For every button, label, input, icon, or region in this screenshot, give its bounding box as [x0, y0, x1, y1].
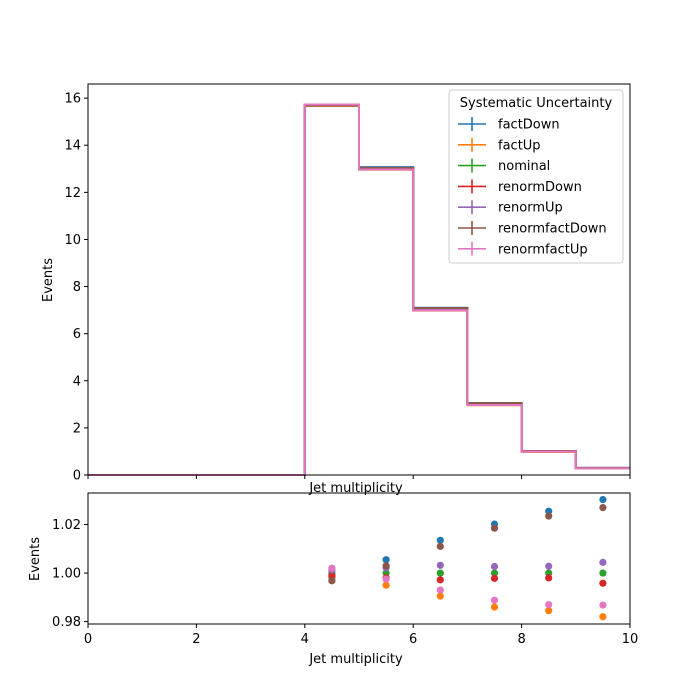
ratio-point-renormUp [436, 561, 444, 569]
ratio-point-factUp [436, 592, 444, 600]
main-y-tick-label: 2 [73, 421, 81, 436]
ratio-x-tick-label: 10 [622, 632, 639, 647]
legend-entry-nominal: nominal [458, 158, 550, 174]
ratio-point-renormfactUp [436, 586, 444, 594]
legend-label-renormfactDown: renormfactDown [498, 222, 607, 237]
main-panel: 0 2 4 6 8 10 12 14 16 Jet multiplicity Events Sy… [41, 83, 631, 496]
legend-label-renormDown: renormDown [498, 180, 582, 195]
legend-label-factDown: factDown [498, 118, 560, 133]
main-y-tick-label: 6 [73, 327, 81, 342]
ratio-y-tick-label: 1.02 [52, 518, 81, 533]
legend-label-nominal: nominal [498, 159, 550, 174]
ratio-point-factDown [382, 556, 390, 564]
ratio-x-ticks: 0 2 4 6 8 10 [84, 624, 638, 647]
ratio-point-renormDown [545, 574, 553, 582]
legend-title: Systematic Uncertainty [460, 96, 613, 111]
ratio-point-renormfactDown [436, 542, 444, 550]
main-y-tick-label: 16 [64, 92, 81, 107]
ratio-point-factDown [436, 536, 444, 544]
main-y-tick-label: 12 [64, 186, 81, 201]
ratio-x-tick-label: 6 [409, 632, 417, 647]
ratio-point-nominal [436, 569, 444, 577]
ratio-series-group [328, 495, 607, 621]
main-y-tick-label: 8 [73, 280, 81, 295]
ratio-point-renormfactDown [382, 562, 390, 570]
ratio-point-renormDown [599, 579, 607, 587]
ratio-y-ticks: 0.98 1.00 1.02 [52, 518, 88, 630]
main-y-ticks: 0 2 4 6 8 10 12 14 16 [64, 92, 88, 484]
legend-entry-renormUp: renormUp [458, 200, 563, 216]
main-y-axis-label: Events [41, 258, 56, 302]
legend-entry-renormfactUp: renormfactUp [458, 241, 588, 257]
ratio-point-renormfactDown [490, 524, 499, 532]
ratio-y-tick-label: 1.00 [52, 567, 81, 582]
ratio-x-axis-label: Jet multiplicity [308, 652, 403, 667]
legend-label-factUp: factUp [498, 138, 541, 153]
legend-entry-factUp: factUp [458, 137, 541, 153]
legend-box [448, 89, 624, 264]
ratio-point-renormfactUp [545, 600, 553, 609]
ratio-point-renormUp [599, 558, 607, 566]
ratio-point-renormUp [545, 562, 553, 570]
legend: Systematic Uncertainty factDown factUp nom… [448, 89, 624, 264]
ratio-point-factUp [382, 581, 390, 589]
ratio-point-renormfactUp [382, 575, 390, 583]
ratio-point-renormfactUp [490, 596, 499, 604]
legend-label-renormfactUp: renormfactUp [498, 242, 588, 257]
ratio-point-renormfactDown [328, 577, 336, 585]
ratio-point-renormDown [328, 571, 336, 580]
ratio-x-tick-label: 2 [192, 632, 200, 647]
ratio-x-tick-label: 4 [301, 632, 309, 647]
legend-entry-factDown: factDown [458, 117, 560, 133]
main-y-tick-label: 4 [73, 374, 81, 389]
ratio-point-renormfactDown [545, 512, 553, 520]
ratio-point-factUp [490, 603, 499, 611]
ratio-point-renormfactUp [328, 564, 336, 572]
ratio-x-tick-label: 0 [84, 632, 92, 647]
ratio-point-nominal [490, 569, 499, 577]
ratio-axes-frame [87, 492, 631, 625]
ratio-y-axis-label: Events [28, 537, 43, 581]
main-y-tick-label: 10 [64, 233, 81, 248]
main-axes-frame [87, 83, 631, 476]
ratio-x-tick-label: 8 [517, 632, 525, 647]
legend-entry-renormDown: renormDown [458, 179, 582, 195]
ratio-point-renormUp [490, 562, 499, 571]
ratio-point-renormDown [436, 576, 444, 584]
ratio-point-renormDown [490, 574, 499, 582]
ratio-point-nominal [599, 569, 607, 577]
main-y-tick-label: 0 [73, 469, 81, 484]
legend-label-renormUp: renormUp [498, 201, 563, 216]
ratio-point-factDown [599, 495, 607, 504]
ratio-point-factUp [599, 613, 607, 621]
ratio-point-renormfactUp [599, 601, 607, 609]
legend-entry-renormfactDown: renormfactDown [458, 221, 607, 237]
ratio-panel: 0.98 1.00 1.02 0 2 4 6 8 10 Jet multiplicity Ev… [28, 492, 638, 667]
legend-entries: factDown factUp nominal renormDown renormUp r… [458, 117, 607, 257]
ratio-point-factUp [545, 607, 553, 615]
main-x-axis-label: Jet multiplicity [308, 481, 403, 496]
main-x-ticks [87, 475, 631, 479]
ratio-point-renormfactDown [599, 503, 607, 512]
main-y-tick-label: 14 [64, 139, 81, 154]
ratio-y-tick-label: 0.98 [52, 615, 81, 630]
